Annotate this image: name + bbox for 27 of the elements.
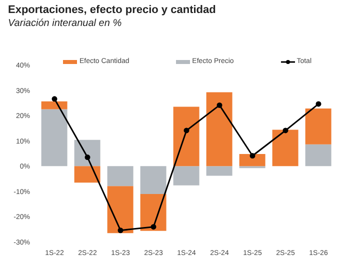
bar (107, 186, 134, 234)
bar (140, 166, 166, 194)
bar (239, 154, 266, 166)
bar (305, 108, 332, 144)
point (84, 154, 90, 160)
point (150, 224, 156, 230)
bar (140, 194, 166, 231)
bar (74, 140, 100, 166)
bar (173, 106, 200, 166)
point (52, 96, 58, 102)
bar (305, 144, 332, 166)
bar (41, 109, 68, 166)
bar (206, 166, 232, 176)
bar (107, 166, 134, 186)
bar (206, 92, 232, 166)
point (282, 128, 288, 134)
bar (173, 166, 200, 186)
point (216, 102, 222, 108)
bar (272, 130, 298, 166)
point (118, 228, 124, 234)
chart-title: Exportaciones, efecto precio y cantidad (8, 4, 216, 16)
bar (41, 101, 68, 110)
point (316, 101, 322, 107)
chart-subtitle: Variación interanual en % (8, 18, 122, 29)
point (250, 153, 256, 159)
bar (74, 166, 100, 183)
point (184, 128, 190, 134)
